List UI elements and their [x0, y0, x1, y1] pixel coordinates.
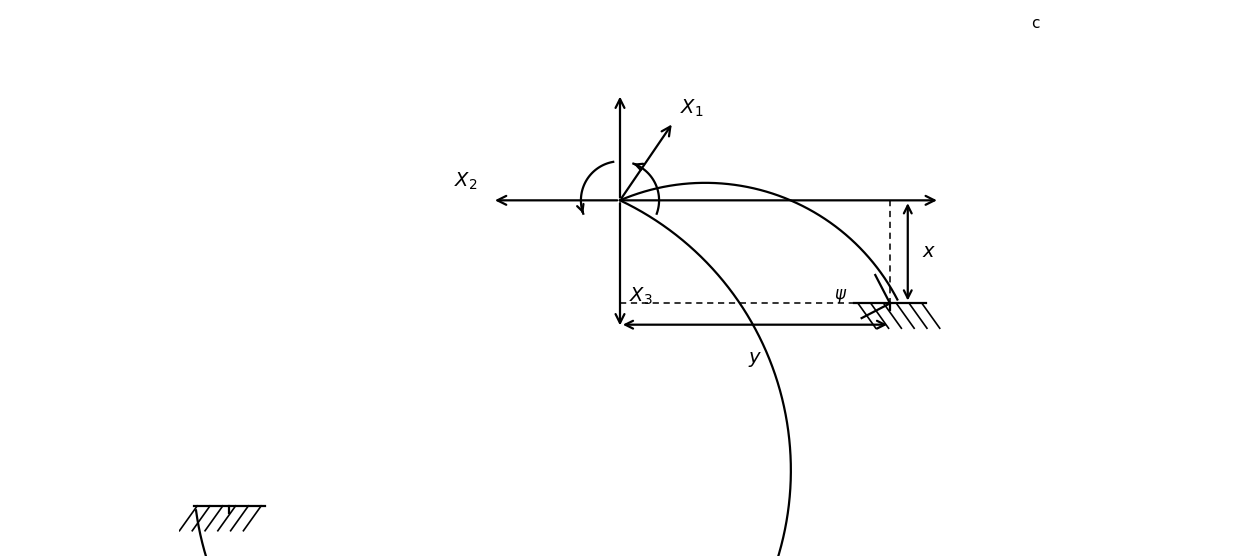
Text: $\psi$: $\psi$ [833, 287, 847, 305]
Text: c: c [1030, 16, 1039, 31]
Text: $X_1$: $X_1$ [681, 97, 704, 119]
Text: $x$: $x$ [923, 242, 936, 261]
Text: $X_3$: $X_3$ [629, 286, 652, 307]
Text: $X_2$: $X_2$ [454, 170, 477, 192]
Text: $y$: $y$ [748, 350, 763, 369]
